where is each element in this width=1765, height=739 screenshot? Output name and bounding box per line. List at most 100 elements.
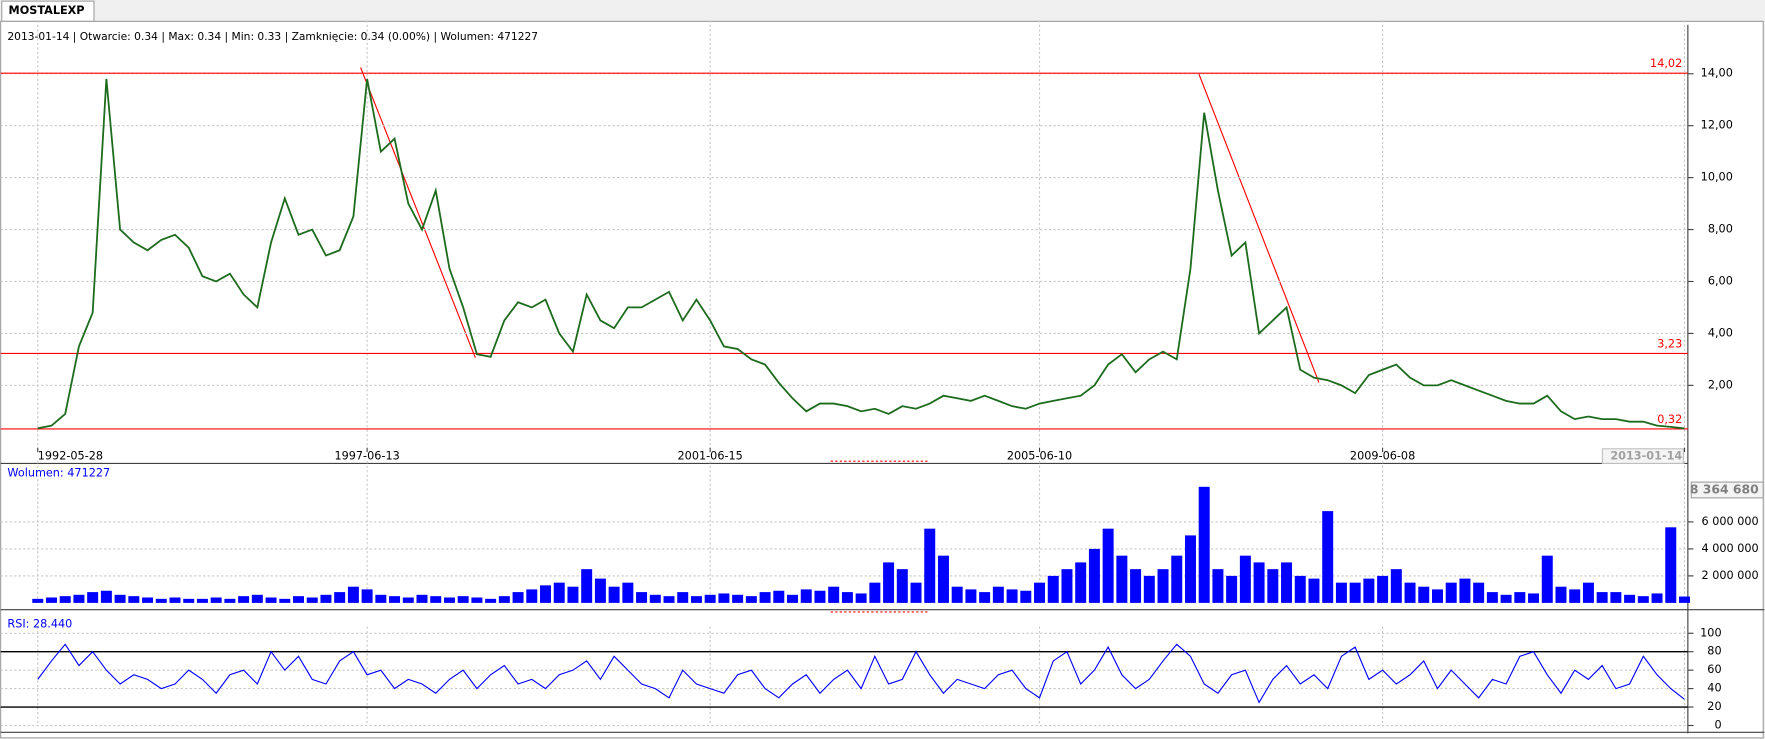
volume-bar [745, 596, 757, 603]
x-tick-label: 2001-06-15 [678, 450, 743, 463]
volume-bar [210, 597, 222, 603]
y-tick-label: 0 [1714, 719, 1721, 732]
volume-bar [1363, 578, 1375, 603]
volume-bar [924, 528, 936, 603]
volume-bar [1486, 592, 1498, 603]
volume-bar [690, 596, 702, 603]
volume-bar [965, 589, 977, 603]
volume-bar [1596, 592, 1608, 603]
volume-bar [718, 593, 730, 603]
y-tick-label: 8,00 [1708, 223, 1733, 236]
volume-bar [1281, 562, 1293, 603]
volume-bar [59, 596, 71, 603]
volume-bar [1267, 569, 1279, 603]
panel-title: RSI: 28.440 [7, 617, 72, 630]
volume-bar [1322, 511, 1334, 603]
volume-bar [1239, 555, 1251, 603]
volume-bar [1253, 562, 1265, 603]
trend-line [360, 67, 476, 358]
volume-bar [1349, 582, 1361, 603]
volume-bar [1212, 569, 1224, 603]
volume-bar [1294, 575, 1306, 603]
volume-bar [1418, 586, 1430, 603]
volume-bar [375, 594, 387, 603]
volume-bar [773, 590, 785, 603]
volume-bar [622, 582, 634, 603]
volume-bar [471, 597, 483, 603]
volume-bar [402, 597, 414, 603]
volume-bar [663, 596, 675, 603]
panel-title: Wolumen: 471227 [7, 467, 110, 480]
volume-bar [1047, 575, 1059, 603]
x-tick-label: 1997-06-13 [334, 450, 399, 463]
volume-bar [896, 569, 908, 603]
volume-bar [224, 598, 236, 603]
volume-bar [704, 594, 716, 603]
level-label: 3,23 [1657, 337, 1682, 350]
volume-bar [293, 596, 304, 603]
volume-bar [169, 597, 181, 603]
volume-bar [1308, 578, 1320, 603]
trend-line [1198, 72, 1320, 383]
volume-bar [457, 596, 469, 603]
volume-bar [937, 555, 949, 603]
volume-bar [1171, 555, 1183, 603]
y-tick-label: 14,00 [1701, 67, 1733, 80]
volume-bar [251, 594, 263, 603]
volume-bar [1198, 486, 1210, 603]
volume-bar [526, 589, 538, 603]
series-line [37, 643, 1685, 704]
volume-bar [979, 592, 991, 603]
x-tick-label: 1992-05-28 [38, 450, 103, 463]
volume-bar [128, 596, 140, 603]
volume-bar [855, 593, 867, 603]
tab-label[interactable]: MOSTALEXP [9, 4, 85, 17]
volume-bar [677, 592, 689, 603]
volume-bar [581, 569, 593, 603]
volume-bar [1500, 594, 1512, 603]
volume-bar [1102, 528, 1114, 603]
volume-bar [1116, 555, 1128, 603]
volume-bar [279, 598, 291, 603]
volume-bar [787, 594, 799, 603]
volume-bar [567, 586, 579, 603]
y-tick-label: 12,00 [1701, 119, 1733, 132]
x-tick-label: 2009-06-08 [1350, 450, 1415, 463]
volume-bar [540, 585, 551, 603]
volume-bar [485, 598, 497, 603]
volume-bar [828, 586, 840, 603]
y-tick-label: 6 000 000 [1702, 515, 1759, 528]
volume-bar [732, 594, 744, 603]
y-tick-label: 4 000 000 [1702, 542, 1759, 555]
volume-bar [183, 598, 195, 603]
volume-bar [1020, 590, 1032, 603]
volume-bar [1088, 548, 1100, 603]
volume-bar [1459, 578, 1471, 603]
volume-bar [608, 586, 620, 603]
volume-bar [142, 597, 154, 603]
volume-bar [512, 592, 524, 603]
volume-bar [155, 598, 167, 603]
volume-bar [1075, 562, 1087, 603]
x-tick-label: 2013-01-14 [1610, 450, 1682, 463]
volume-bar [1555, 586, 1567, 603]
volume-bar [1431, 589, 1443, 603]
volume-bar [114, 594, 126, 603]
volume-bar [1569, 589, 1581, 603]
y-tick-label: 60 [1707, 663, 1721, 676]
volume-bar [306, 597, 318, 603]
volume-bar [1377, 575, 1389, 603]
volume-bar [1624, 594, 1636, 603]
volume-bar [1514, 592, 1526, 603]
volume-bar [1335, 582, 1347, 603]
volume-bar [498, 596, 510, 603]
volume-bar [1157, 569, 1169, 603]
volume-bar [814, 590, 826, 603]
volume-bar [759, 592, 771, 603]
volume-bar [265, 597, 277, 603]
volume-bar [1390, 569, 1402, 603]
volume-bar [1404, 582, 1416, 603]
volume-bar [87, 592, 99, 603]
y-tick-label: 20 [1707, 700, 1721, 713]
